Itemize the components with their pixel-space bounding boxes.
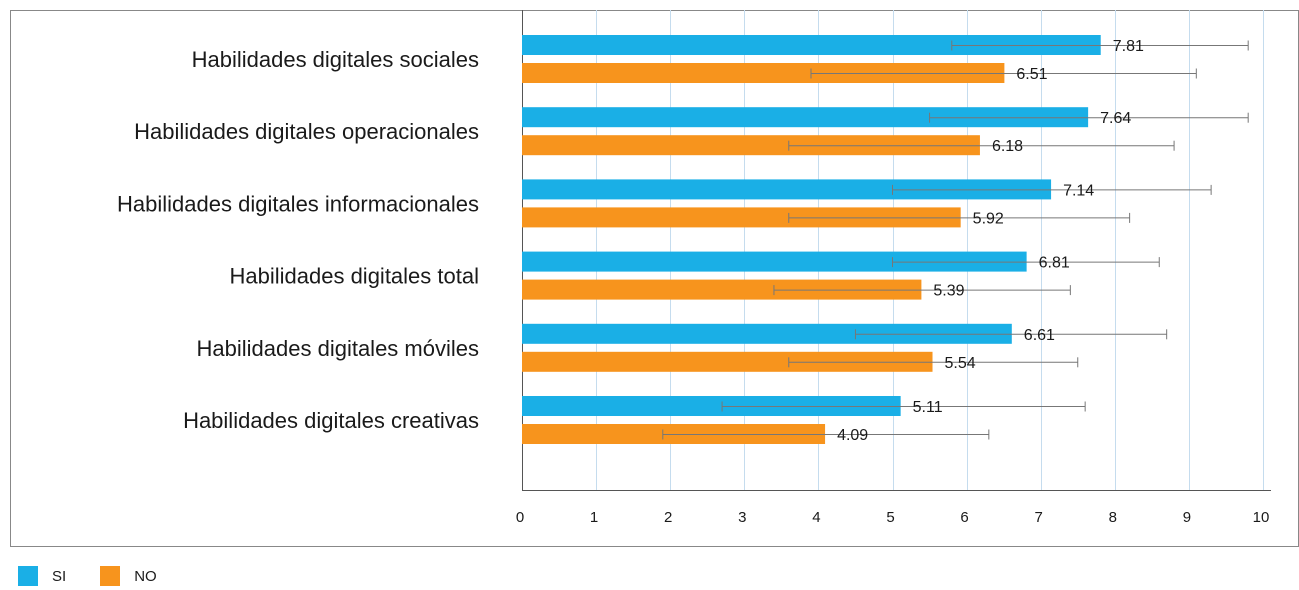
x-tick-label: 0 bbox=[516, 509, 524, 526]
data-label: 6.51 bbox=[1016, 66, 1047, 83]
data-label: 5.39 bbox=[933, 283, 964, 300]
category-labels: Habilidades digitales sociales Habilidade… bbox=[117, 47, 479, 433]
bar-si bbox=[522, 251, 1027, 272]
x-tick-label: 1 bbox=[590, 509, 598, 526]
category-label: Habilidades digitales móviles bbox=[197, 336, 479, 361]
bar-si bbox=[522, 396, 901, 416]
data-label: 6.81 bbox=[1039, 255, 1070, 272]
grid-layer bbox=[522, 10, 1264, 490]
bar-si bbox=[522, 35, 1101, 55]
category-label: Habilidades digitales informacionales bbox=[117, 191, 479, 216]
bar-chart: 0 1 2 3 4 5 6 7 8 9 10 Habilidades digitales socia… bbox=[10, 10, 1299, 547]
data-label: 5.54 bbox=[945, 355, 976, 372]
bar-no bbox=[522, 63, 1005, 83]
data-label: 6.18 bbox=[992, 138, 1023, 155]
x-tick-label: 8 bbox=[1109, 509, 1117, 526]
x-tick-label: 3 bbox=[738, 509, 746, 526]
legend-item-si: SI bbox=[18, 566, 66, 586]
x-tick-label: 9 bbox=[1183, 509, 1191, 526]
bar-no bbox=[522, 351, 933, 372]
bar-si bbox=[522, 323, 1012, 344]
data-label: 7.14 bbox=[1063, 182, 1094, 199]
bar-no bbox=[522, 207, 961, 228]
data-label: 7.64 bbox=[1100, 110, 1131, 127]
bar-no bbox=[522, 135, 980, 156]
category-label: Habilidades digitales sociales bbox=[192, 47, 479, 72]
data-label: 6.61 bbox=[1024, 327, 1055, 344]
x-tick-label: 5 bbox=[886, 509, 894, 526]
error-bars bbox=[662, 40, 1249, 440]
chart-border bbox=[10, 10, 1299, 547]
x-tick-label: 4 bbox=[812, 509, 820, 526]
data-label: 5.92 bbox=[973, 210, 1004, 227]
legend-swatch-si bbox=[18, 566, 38, 586]
x-tick-label: 7 bbox=[1035, 509, 1043, 526]
category-label: Habilidades digitales operacionales bbox=[134, 119, 479, 144]
legend-item-no: NO bbox=[100, 566, 157, 586]
data-labels: 7.81 6.51 7.64 6.18 7.14 5.92 6.81 5.39 6.61 5.54… bbox=[837, 38, 1144, 444]
legend: SI NO bbox=[18, 566, 157, 586]
bar-si bbox=[522, 179, 1052, 200]
bar-si bbox=[522, 107, 1089, 128]
bar-no bbox=[522, 279, 922, 300]
x-tick-label: 6 bbox=[960, 509, 968, 526]
x-tick-label: 2 bbox=[664, 509, 672, 526]
legend-label-no: NO bbox=[134, 567, 157, 585]
legend-label-si: SI bbox=[52, 567, 67, 585]
bars bbox=[522, 35, 1101, 444]
data-label: 7.81 bbox=[1113, 38, 1144, 55]
x-tick-label: 10 bbox=[1253, 509, 1270, 526]
data-label: 5.11 bbox=[913, 399, 943, 416]
x-axis: 0 1 2 3 4 5 6 7 8 9 10 bbox=[516, 10, 1271, 526]
category-label: Habilidades digitales total bbox=[230, 264, 480, 289]
category-label: Habilidades digitales creativas bbox=[183, 408, 479, 433]
legend-swatch-no bbox=[100, 566, 121, 586]
data-label: 4.09 bbox=[837, 427, 868, 444]
